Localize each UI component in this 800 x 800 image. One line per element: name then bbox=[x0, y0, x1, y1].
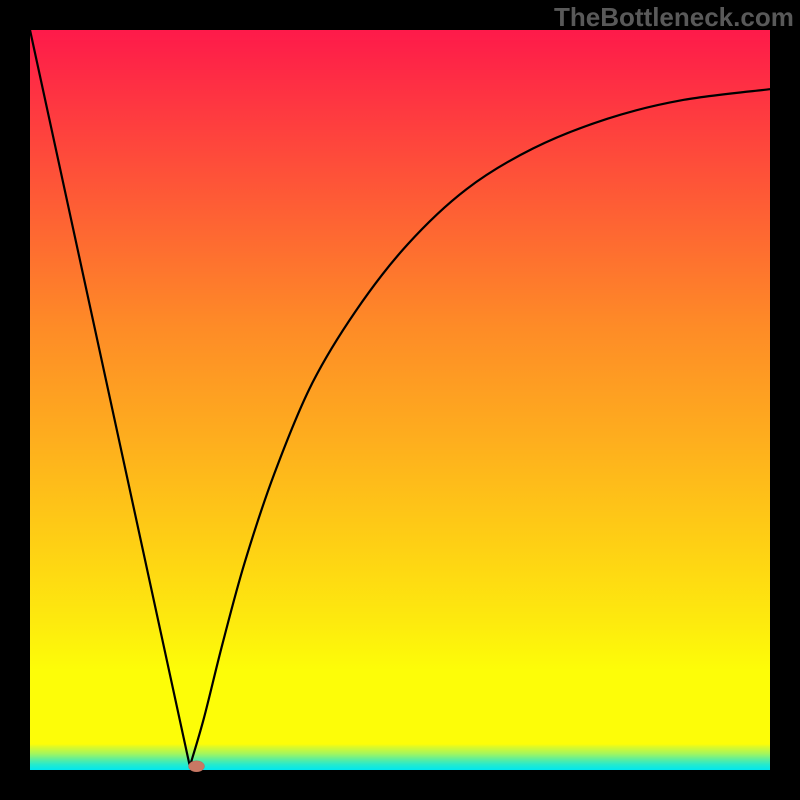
watermark-text: TheBottleneck.com bbox=[554, 2, 794, 33]
plot-area bbox=[30, 30, 770, 770]
chart-container: TheBottleneck.com bbox=[0, 0, 800, 800]
